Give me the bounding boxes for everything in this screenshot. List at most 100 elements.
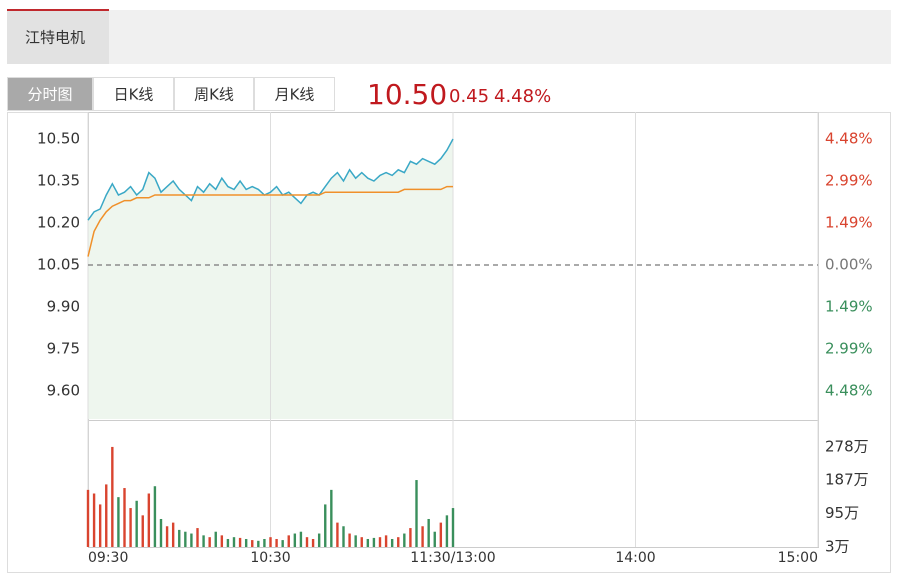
volume-bar (232, 537, 236, 547)
view-tab[interactable] (174, 77, 254, 111)
y-tick-label: 10.20 (37, 214, 80, 232)
average-line (87, 185, 453, 257)
header-bar (7, 10, 891, 64)
volume-bar (397, 537, 400, 547)
volume-bar (409, 528, 412, 547)
y-tick-label: 9.90 (47, 298, 80, 316)
view-tab[interactable] (7, 77, 93, 111)
volume-tick-label: 95万 (825, 504, 859, 522)
view-tab-label[interactable]: 分时图 (27, 86, 72, 104)
x-tick-label: 11:30/13:00 (410, 550, 495, 566)
volume-bar (311, 538, 315, 547)
volume-bar (451, 508, 455, 547)
volume-bar (92, 493, 96, 547)
x-tick-label: 14:00 (615, 550, 655, 566)
volume-bar (214, 531, 217, 547)
y2-tick-label: 2.99% (825, 340, 873, 358)
volume-bar (117, 497, 120, 547)
volume-bar (226, 538, 230, 547)
volume-bar (98, 504, 102, 547)
y2-tick-label: 1.49% (825, 214, 873, 232)
volume-bar (251, 540, 254, 547)
volume-bar (159, 518, 163, 547)
x-tick-label: 09:30 (88, 550, 128, 566)
volume-bar (105, 484, 108, 547)
volume-bar (147, 493, 151, 547)
volume-bar (178, 529, 181, 547)
volume-bar (86, 489, 90, 547)
volume-bar (342, 526, 345, 547)
price-change: 0.45 (449, 86, 489, 107)
volume-bar (372, 537, 376, 547)
volume-bar (208, 537, 211, 547)
x-tick-label: 15:00 (778, 550, 818, 566)
price-change-pct: 4.48% (494, 86, 551, 107)
volume-bar (171, 522, 175, 547)
volume-bar (439, 522, 443, 547)
volume-bar (129, 508, 132, 547)
stock-tab-label[interactable]: 江特电机 (25, 29, 85, 47)
volume-bar (415, 480, 418, 547)
y-tick-label: 10.35 (37, 172, 80, 190)
volume-bar (384, 535, 388, 547)
y2-tick-label: 0.00% (825, 256, 873, 274)
volume-bar (287, 535, 290, 547)
y-tick-label: 9.75 (47, 340, 80, 358)
volume-bar (123, 488, 126, 547)
volume-bar (299, 531, 303, 547)
volume-bar (184, 531, 187, 547)
view-tab[interactable] (93, 77, 174, 111)
volume-bar (390, 538, 394, 547)
y-tick-label: 9.60 (47, 382, 80, 400)
stock-tab[interactable] (7, 10, 109, 64)
tab-indicator (7, 9, 109, 11)
volume-bar (196, 528, 199, 547)
volume-bar (427, 518, 430, 547)
volume-bar (135, 500, 138, 547)
volume-tick-label: 3万 (825, 538, 850, 556)
volume-bar (433, 531, 436, 547)
volume-bar (281, 540, 284, 547)
volume-bar (141, 515, 144, 547)
volume-bar (421, 526, 424, 547)
volume-bar (403, 533, 406, 547)
volume-bar (275, 538, 278, 547)
volume-bar (324, 504, 327, 547)
view-tab-label[interactable]: 日K线 (114, 86, 154, 104)
view-tab[interactable] (254, 77, 335, 111)
volume-bar (366, 538, 370, 547)
y2-tick-label: 4.48% (825, 129, 873, 147)
volume-bar (354, 535, 357, 547)
volume-bar (190, 533, 193, 547)
volume-bar (111, 446, 114, 547)
volume-bar (263, 538, 266, 547)
volume-tick-label: 187万 (825, 471, 869, 489)
view-tab-label[interactable]: 月K线 (275, 86, 315, 104)
view-tab-label[interactable]: 周K线 (194, 86, 234, 104)
volume-bar (257, 540, 260, 547)
volume-bar (220, 535, 224, 547)
y-tick-label: 10.50 (37, 130, 80, 148)
volume-bar (269, 537, 272, 547)
price-line (87, 138, 454, 221)
volume-bar (305, 537, 309, 547)
volume-bar (293, 533, 297, 547)
volume-bar (244, 538, 248, 547)
volume-bar (348, 533, 351, 547)
volume-bar (238, 537, 242, 547)
y2-tick-label: 4.48% (825, 382, 873, 400)
y2-tick-label: 2.99% (825, 171, 873, 189)
volume-bar (378, 537, 382, 547)
volume-bar (165, 526, 169, 547)
last-price: 10.50 (367, 78, 447, 111)
volume-bar (202, 535, 205, 547)
volume-tick-label: 278万 (825, 437, 869, 455)
y2-tick-label: 1.49% (825, 297, 873, 315)
volume-bar (153, 486, 157, 547)
volume-bar (330, 489, 333, 547)
volume-bar (445, 515, 449, 547)
volume-bar (317, 533, 321, 547)
volume-bar (336, 522, 339, 547)
y-tick-label: 10.05 (37, 256, 80, 274)
